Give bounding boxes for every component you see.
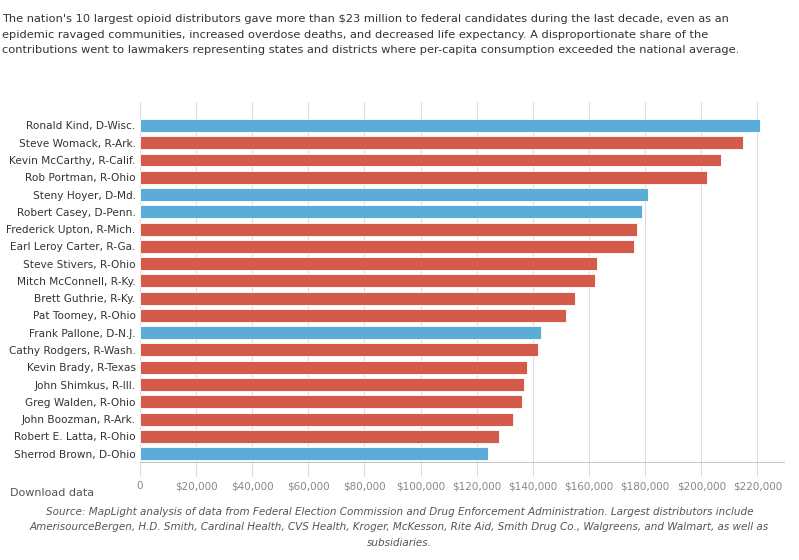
Bar <box>140 378 524 391</box>
Bar <box>140 395 522 408</box>
Text: The nation's 10 largest opioid distributors gave more than $23 million to federa: The nation's 10 largest opioid distribut… <box>2 14 729 24</box>
Bar <box>140 361 527 374</box>
Text: contributions went to lawmakers representing states and districts where per-capi: contributions went to lawmakers represen… <box>2 45 740 55</box>
Bar <box>140 153 721 166</box>
Bar <box>140 430 499 443</box>
Bar <box>140 274 594 287</box>
Bar <box>140 413 513 426</box>
Bar <box>140 343 539 357</box>
Bar <box>140 309 566 322</box>
Text: Download data: Download data <box>10 488 94 498</box>
Bar <box>140 119 760 132</box>
Bar <box>140 188 648 201</box>
Bar <box>140 326 541 339</box>
Bar <box>140 171 707 184</box>
Bar <box>140 257 598 270</box>
Bar <box>140 136 743 149</box>
Text: Source: MapLight analysis of data from Federal Election Commission and Drug Enfo: Source: MapLight analysis of data from F… <box>46 507 753 517</box>
Bar <box>140 222 637 236</box>
Text: AmerisourceBergen, H.D. Smith, Cardinal Health, CVS Health, Kroger, McKesson, Ri: AmerisourceBergen, H.D. Smith, Cardinal … <box>30 522 769 533</box>
Text: subsidiaries.: subsidiaries. <box>367 538 432 548</box>
Text: epidemic ravaged communities, increased overdose deaths, and decreased life expe: epidemic ravaged communities, increased … <box>2 30 709 40</box>
Bar <box>140 447 488 460</box>
Bar <box>140 292 575 305</box>
Bar <box>140 240 634 253</box>
Bar <box>140 206 642 218</box>
